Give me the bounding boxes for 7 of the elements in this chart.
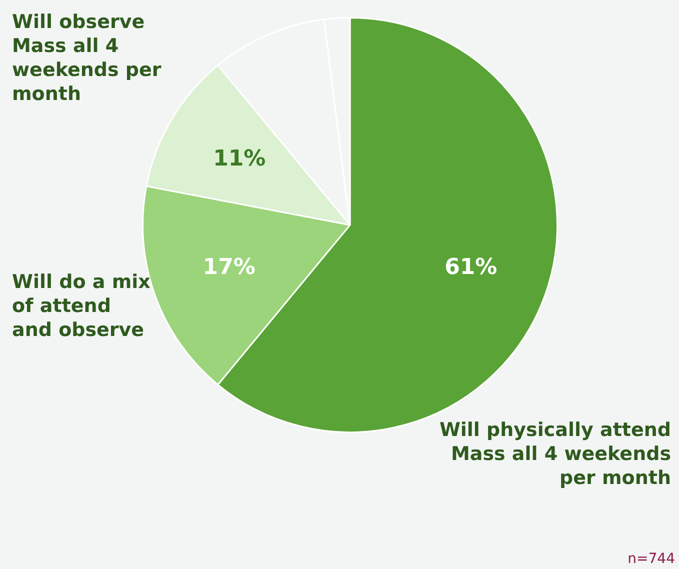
slice-label: Will observe Mass all 4 weekends per month — [12, 10, 162, 106]
text: n=744 — [628, 551, 675, 567]
slice-label: Will physically attend Mass all 4 weekends per month — [438, 418, 671, 490]
data-label: 61% — [444, 255, 498, 280]
data-label: 17% — [202, 255, 256, 280]
data-label: 11% — [213, 146, 266, 172]
slice-label: Will do a mix of attend and observe — [12, 270, 152, 342]
